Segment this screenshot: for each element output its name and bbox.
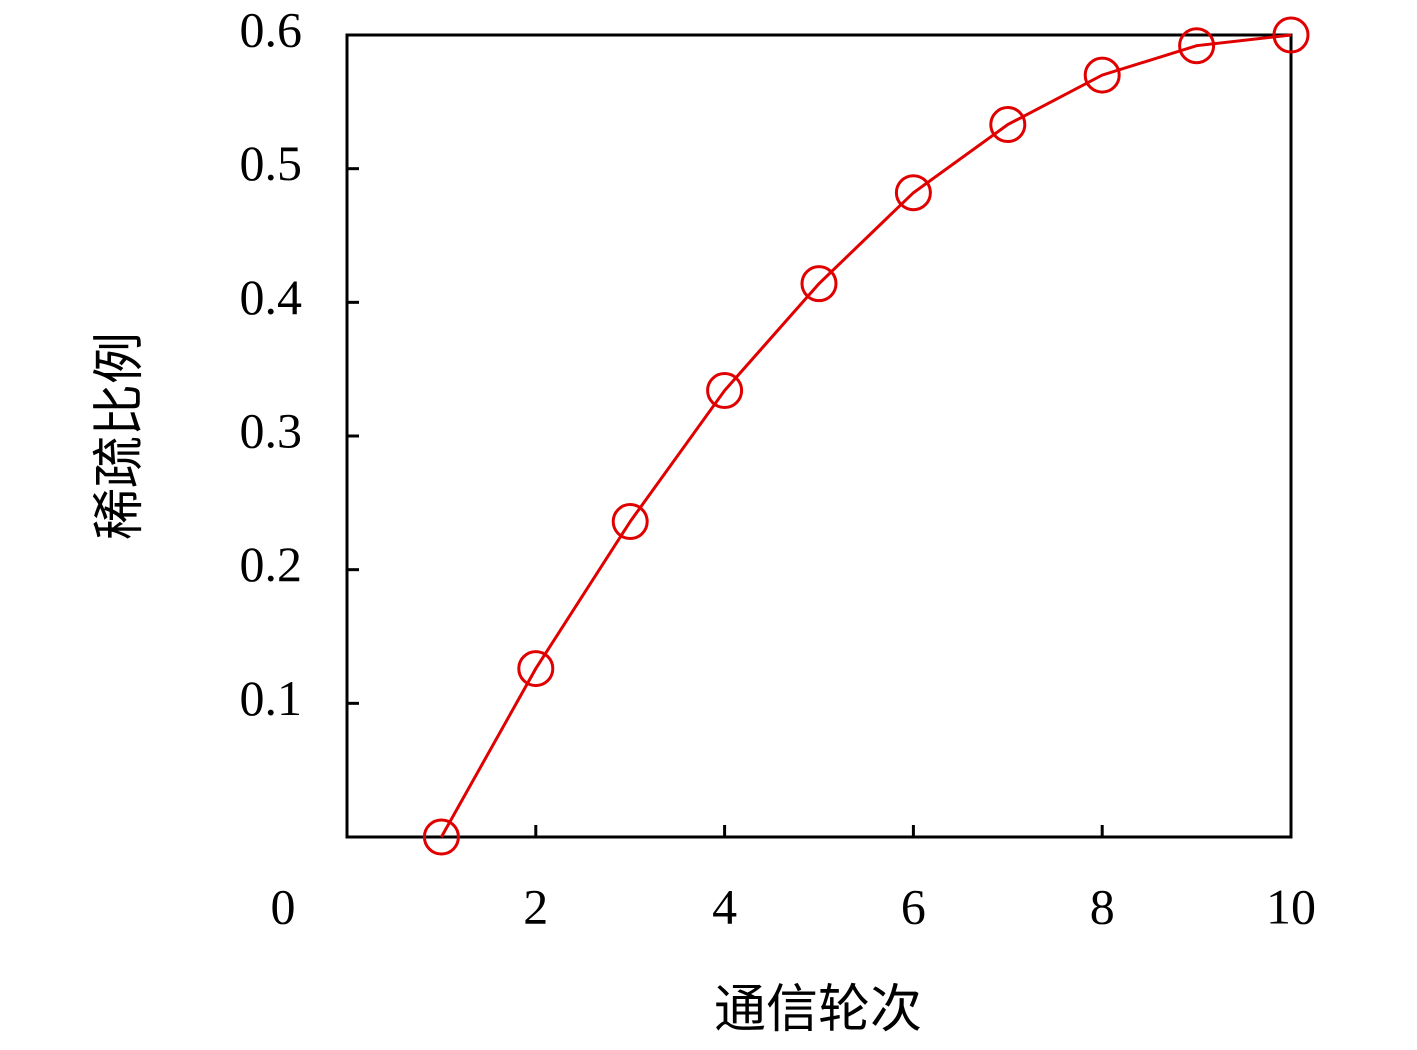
y-tick-label: 0.3 (240, 402, 303, 458)
x-tick-label: 10 (1266, 878, 1316, 934)
point-marker (517, 650, 555, 688)
x-tick-label: 6 (901, 878, 926, 934)
point-marker (422, 818, 460, 856)
point-marker (611, 503, 649, 541)
point-marker (894, 174, 932, 212)
point-marker (1083, 56, 1121, 94)
x-axis-title: 通信轮次 (714, 982, 922, 1039)
point-marker (800, 265, 838, 303)
y-tick-label: 0.1 (240, 670, 303, 726)
x-tick-label: 8 (1090, 878, 1115, 934)
series-line (440, 33, 1292, 838)
y-tick-label: 0.5 (240, 135, 303, 191)
x-tick-label: 0 (271, 878, 296, 934)
x-tick-label: 2 (523, 878, 548, 934)
x-tick-label: 4 (712, 878, 737, 934)
y-axis-title: 稀疏比例 (92, 332, 149, 540)
point-marker (989, 106, 1027, 144)
point-marker (1178, 27, 1216, 65)
point-marker (1272, 16, 1310, 54)
y-tick-label: 0.4 (240, 269, 303, 325)
y-tick-label: 0.2 (240, 536, 303, 592)
y-tick-label: 0.6 (240, 1, 303, 57)
plot-frame (345, 33, 1293, 839)
point-marker (706, 372, 744, 410)
